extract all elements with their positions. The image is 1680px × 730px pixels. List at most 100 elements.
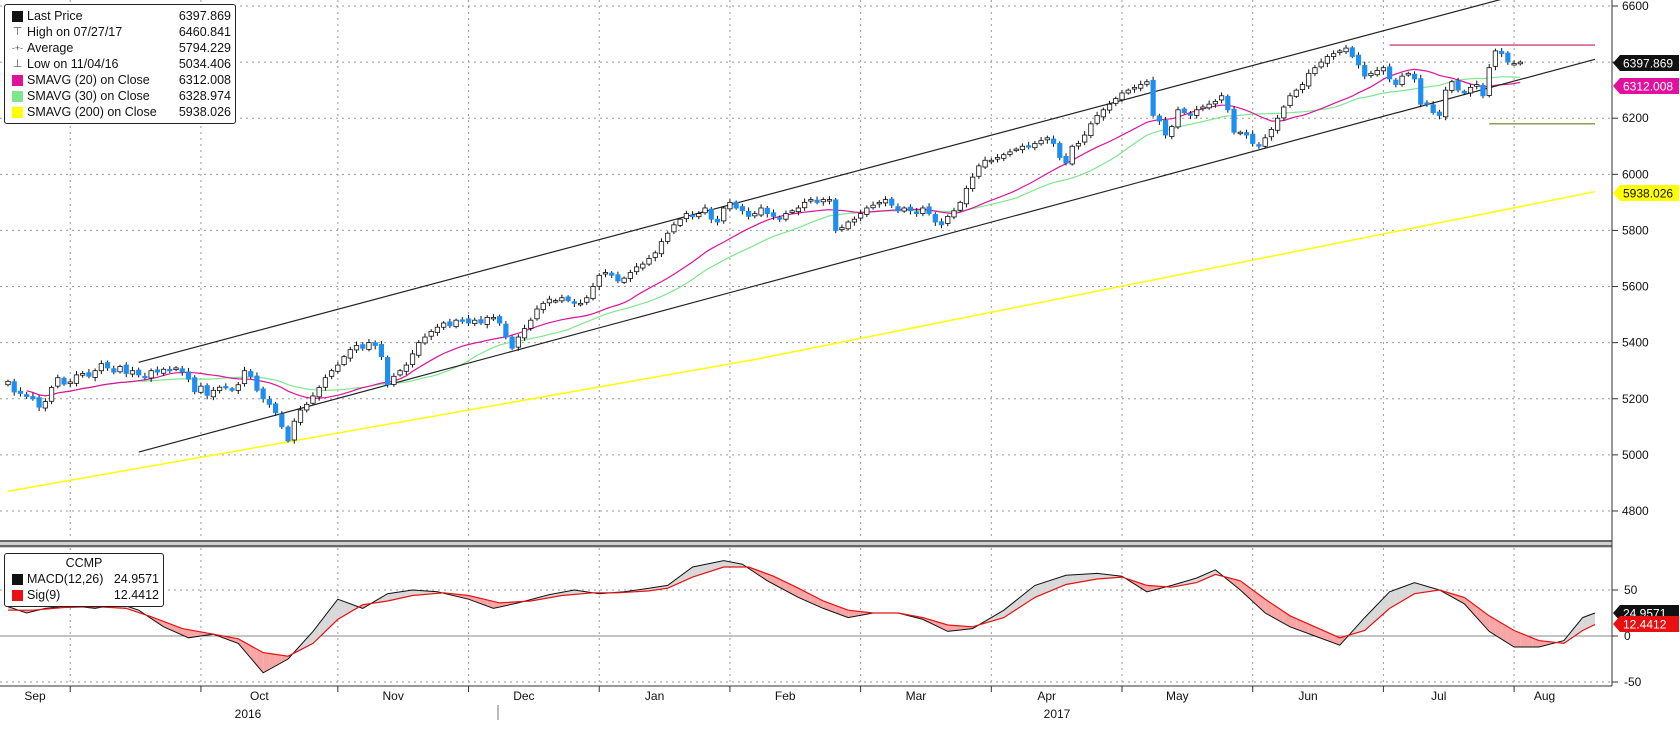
candle-down <box>448 322 452 326</box>
candle-down <box>1499 51 1503 53</box>
candle <box>1157 114 1161 125</box>
candle <box>1294 88 1298 98</box>
candle <box>939 218 943 228</box>
candle <box>1194 106 1198 119</box>
candle-up <box>877 202 881 204</box>
candle <box>217 385 221 393</box>
candle-down <box>1506 53 1510 62</box>
candle-up <box>1493 51 1497 66</box>
legend-label: SMAVG (30) on Close <box>27 89 179 103</box>
candle-down <box>460 320 464 322</box>
candle-up <box>578 303 582 305</box>
candle <box>398 369 402 377</box>
value-tag-text: 5938.026 <box>1623 187 1673 201</box>
candle-down <box>286 427 290 441</box>
candle-up <box>174 368 178 370</box>
candle-up <box>417 343 421 356</box>
candle <box>261 387 265 403</box>
candle-up <box>473 320 477 323</box>
candle <box>1101 108 1105 121</box>
candle-up <box>485 317 489 324</box>
candle <box>995 154 999 162</box>
candle-up <box>1400 76 1404 84</box>
candle-up <box>43 402 47 408</box>
macd-fill-band <box>269 654 275 670</box>
candle-up <box>242 371 246 384</box>
candle <box>1425 100 1429 106</box>
candle <box>1026 142 1030 150</box>
candle <box>80 371 84 378</box>
candle-down <box>1151 80 1155 115</box>
candle-up <box>1294 90 1298 96</box>
candle <box>1114 97 1118 107</box>
candle <box>1064 153 1068 165</box>
candle <box>1331 50 1335 60</box>
candle <box>329 369 333 379</box>
y-tick-label: 6000 <box>1622 167 1649 181</box>
candle <box>37 395 41 411</box>
candle-down <box>616 275 620 281</box>
y-tick-label: -50 <box>1624 675 1642 689</box>
sma200-line <box>8 192 1595 492</box>
candle-up <box>56 378 60 386</box>
candle <box>348 347 352 362</box>
macd-tag: 12.4412 <box>1613 616 1679 632</box>
candle-up <box>1213 101 1217 104</box>
y-tick-label: 6200 <box>1622 111 1649 125</box>
candle <box>578 299 582 306</box>
candle-up <box>796 208 800 212</box>
candle-up <box>429 331 433 336</box>
candle <box>504 321 508 339</box>
candle <box>566 295 570 302</box>
candle-down <box>927 207 931 214</box>
candle-down <box>815 200 819 202</box>
candle-up <box>553 301 557 303</box>
candle <box>759 204 763 217</box>
macd-legend: CCMP MACD(12,26) 24.9571 Sig(9) 12.4412 <box>4 553 164 607</box>
candle <box>1493 49 1497 71</box>
legend-label: Low on 11/04/16 <box>27 57 179 71</box>
candle <box>485 315 489 328</box>
candle-up <box>199 386 203 392</box>
candle-up <box>211 390 215 396</box>
candle-down <box>1387 67 1391 79</box>
candle-down <box>690 215 694 217</box>
candle-up <box>821 200 825 202</box>
candle <box>746 207 750 219</box>
x-month-label: Jun <box>1298 689 1317 703</box>
candle <box>765 206 769 218</box>
candle <box>292 418 296 443</box>
candle-up <box>983 160 987 167</box>
candle-up <box>1300 85 1304 90</box>
candle <box>193 375 197 394</box>
candle <box>1020 143 1024 153</box>
candle <box>491 314 495 321</box>
candle <box>174 366 178 371</box>
legend-value: 5794.229 <box>179 41 231 55</box>
candle <box>149 368 153 381</box>
candle <box>1481 83 1485 98</box>
candle <box>802 198 806 210</box>
legend-label: SMAVG (20) on Close <box>27 73 179 87</box>
candle-up <box>217 387 221 390</box>
candle-up <box>827 200 831 202</box>
candle <box>305 402 309 413</box>
legend-value: 12.4412 <box>114 588 159 602</box>
x-month-label: Jul <box>1431 689 1446 703</box>
candle-down <box>1064 156 1068 163</box>
candle <box>1275 115 1279 134</box>
candle <box>354 342 358 354</box>
candle <box>902 206 906 212</box>
square-icon <box>12 574 23 585</box>
legend-item-low: ⊥ Low on 11/04/16 5034.406 <box>9 56 231 72</box>
candle-down <box>939 222 943 225</box>
square-icon <box>12 11 23 22</box>
candle <box>784 211 788 222</box>
candle <box>572 299 576 307</box>
candle <box>896 204 900 214</box>
candle <box>230 387 234 392</box>
candle-up <box>1338 51 1342 53</box>
channel-upper-line <box>139 0 1508 362</box>
candle <box>1138 81 1142 92</box>
